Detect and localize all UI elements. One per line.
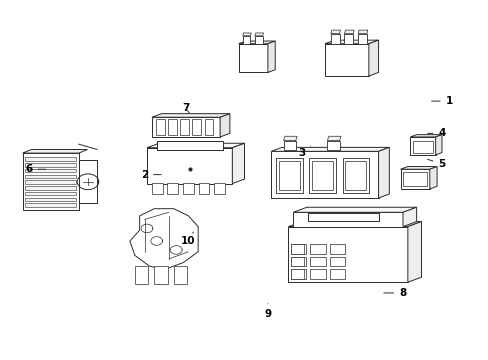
Bar bbox=[412, 140, 432, 153]
Bar bbox=[167, 119, 176, 135]
Bar bbox=[204, 119, 213, 135]
Bar bbox=[276, 158, 303, 193]
Polygon shape bbox=[288, 226, 407, 282]
Text: 8: 8 bbox=[383, 288, 406, 298]
Bar bbox=[25, 175, 76, 178]
Polygon shape bbox=[147, 148, 232, 184]
Bar bbox=[310, 257, 325, 266]
Bar bbox=[307, 213, 378, 221]
Bar bbox=[173, 266, 187, 284]
Bar bbox=[25, 163, 76, 167]
Text: 4: 4 bbox=[427, 129, 445, 138]
Polygon shape bbox=[400, 169, 429, 189]
Polygon shape bbox=[267, 41, 275, 72]
Bar bbox=[180, 119, 188, 135]
Polygon shape bbox=[152, 114, 229, 117]
Bar bbox=[329, 257, 345, 266]
Bar bbox=[310, 244, 325, 253]
Polygon shape bbox=[409, 137, 435, 155]
Bar bbox=[311, 161, 332, 190]
Polygon shape bbox=[429, 167, 436, 189]
Text: 10: 10 bbox=[181, 232, 195, 246]
Text: 2: 2 bbox=[141, 170, 161, 180]
Bar bbox=[290, 244, 306, 253]
Bar bbox=[329, 269, 345, 279]
Bar bbox=[152, 183, 162, 194]
Text: 7: 7 bbox=[182, 103, 189, 113]
Bar bbox=[342, 158, 368, 193]
Polygon shape bbox=[407, 222, 421, 282]
Polygon shape bbox=[344, 30, 353, 34]
Bar bbox=[309, 158, 335, 193]
Bar bbox=[330, 34, 339, 44]
Bar bbox=[25, 157, 76, 161]
Bar bbox=[344, 161, 366, 190]
Bar bbox=[329, 244, 345, 253]
Bar bbox=[290, 244, 304, 253]
Polygon shape bbox=[22, 149, 87, 153]
Bar bbox=[214, 183, 224, 194]
Polygon shape bbox=[288, 222, 421, 226]
Bar bbox=[25, 203, 76, 207]
Polygon shape bbox=[378, 147, 388, 198]
Bar bbox=[290, 257, 304, 266]
Text: 1: 1 bbox=[431, 96, 452, 106]
Bar bbox=[167, 183, 178, 194]
Bar bbox=[344, 34, 352, 44]
Polygon shape bbox=[271, 147, 388, 151]
Polygon shape bbox=[220, 114, 229, 137]
Bar bbox=[25, 192, 76, 195]
Bar bbox=[22, 153, 79, 211]
Text: 5: 5 bbox=[427, 159, 445, 169]
Bar bbox=[290, 269, 306, 279]
Polygon shape bbox=[238, 44, 267, 72]
Polygon shape bbox=[232, 143, 244, 184]
Bar bbox=[283, 140, 295, 149]
Bar bbox=[192, 119, 201, 135]
Text: 6: 6 bbox=[25, 164, 45, 174]
Bar bbox=[198, 183, 209, 194]
Bar bbox=[25, 198, 76, 201]
Polygon shape bbox=[271, 151, 378, 198]
Bar bbox=[290, 269, 304, 279]
Bar bbox=[402, 172, 427, 186]
Bar bbox=[25, 180, 76, 184]
Text: 9: 9 bbox=[264, 304, 271, 319]
Polygon shape bbox=[152, 117, 220, 137]
Polygon shape bbox=[130, 209, 198, 270]
Polygon shape bbox=[357, 30, 367, 34]
Bar bbox=[183, 183, 193, 194]
Polygon shape bbox=[293, 207, 416, 212]
Polygon shape bbox=[242, 33, 251, 36]
Bar bbox=[278, 161, 300, 190]
Bar bbox=[25, 186, 76, 190]
Polygon shape bbox=[325, 44, 368, 76]
Bar bbox=[310, 269, 325, 279]
Polygon shape bbox=[293, 212, 402, 226]
Bar bbox=[156, 119, 164, 135]
Polygon shape bbox=[409, 135, 441, 137]
Polygon shape bbox=[327, 136, 340, 140]
Polygon shape bbox=[147, 143, 244, 148]
Bar bbox=[79, 160, 97, 203]
Bar bbox=[327, 140, 339, 149]
Polygon shape bbox=[400, 167, 436, 169]
Polygon shape bbox=[435, 135, 441, 155]
Polygon shape bbox=[368, 40, 378, 76]
Polygon shape bbox=[325, 40, 378, 44]
Polygon shape bbox=[238, 41, 275, 44]
Bar bbox=[254, 36, 262, 44]
Bar bbox=[154, 266, 167, 284]
Polygon shape bbox=[254, 33, 263, 36]
Bar bbox=[357, 34, 366, 44]
Bar bbox=[290, 257, 306, 266]
Polygon shape bbox=[283, 136, 297, 140]
Bar bbox=[135, 266, 148, 284]
Polygon shape bbox=[402, 207, 416, 226]
Bar bbox=[242, 36, 250, 44]
Bar bbox=[25, 169, 76, 172]
Polygon shape bbox=[330, 30, 340, 34]
Bar bbox=[157, 140, 222, 149]
Text: 3: 3 bbox=[298, 146, 310, 158]
